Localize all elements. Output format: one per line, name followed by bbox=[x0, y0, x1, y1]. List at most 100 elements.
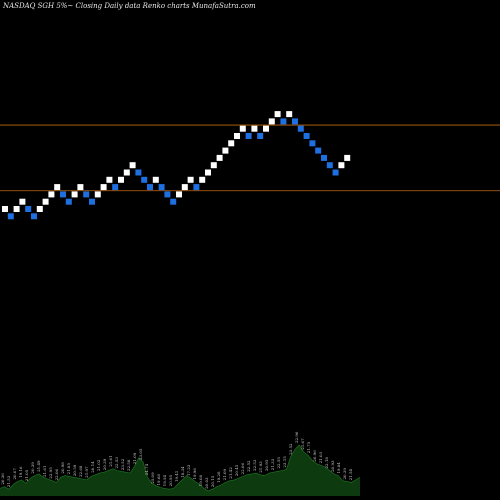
up-brick bbox=[48, 191, 55, 198]
volume-area bbox=[0, 445, 360, 496]
volume-label: 21.42 bbox=[228, 467, 233, 479]
volume-outline bbox=[0, 444, 361, 492]
down-brick bbox=[83, 191, 90, 198]
volume-label: 21.09 bbox=[222, 468, 227, 480]
up-brick bbox=[2, 206, 8, 212]
volume-label: 21.09 bbox=[132, 452, 137, 464]
down-brick bbox=[89, 198, 95, 205]
up-brick bbox=[100, 184, 107, 191]
down-brick bbox=[31, 213, 37, 220]
up-brick bbox=[286, 111, 293, 118]
down-brick bbox=[170, 198, 177, 205]
up-brick bbox=[216, 154, 223, 161]
volume-label: 21.54 bbox=[348, 468, 353, 480]
volume-panel bbox=[0, 444, 361, 496]
up-brick bbox=[205, 169, 211, 176]
up-brick bbox=[36, 206, 43, 212]
up-brick bbox=[234, 133, 240, 139]
price-levels bbox=[0, 124, 500, 192]
volume-label: 20.39 bbox=[30, 462, 35, 474]
volume-label: 19.08 bbox=[198, 474, 203, 486]
down-brick bbox=[135, 169, 142, 176]
down-brick bbox=[321, 154, 327, 161]
volume-label: 21.53 bbox=[6, 475, 11, 487]
up-brick bbox=[263, 125, 269, 132]
volume-label: 22.52 bbox=[246, 460, 251, 472]
volume-label: 22.68 bbox=[78, 465, 83, 477]
volume-label: 21.61 bbox=[42, 466, 47, 477]
volume-label: 20.39 bbox=[342, 468, 347, 480]
up-brick bbox=[268, 118, 275, 125]
up-brick bbox=[251, 125, 258, 132]
down-brick bbox=[332, 169, 339, 176]
volume-label: 20.39 bbox=[102, 458, 107, 470]
volume-label: 22.06 bbox=[240, 463, 245, 475]
up-brick bbox=[129, 162, 136, 169]
up-brick bbox=[19, 198, 26, 205]
volume-label: 25.09 bbox=[150, 472, 155, 484]
down-brick bbox=[193, 184, 200, 191]
down-brick bbox=[65, 198, 72, 205]
renko-bricks bbox=[2, 111, 351, 220]
volume-label: 22.06 bbox=[54, 468, 59, 480]
up-brick bbox=[123, 169, 130, 176]
volume-label: 19.84 bbox=[336, 462, 341, 474]
volume-label: 19.96 bbox=[192, 468, 197, 480]
volume-label: 21.33 bbox=[270, 458, 275, 470]
down-brick bbox=[297, 125, 304, 132]
volume-label: 21.75 bbox=[306, 441, 311, 453]
volume-label: 19.54 bbox=[162, 474, 167, 486]
up-brick bbox=[176, 191, 182, 198]
volume-label: 24.74 bbox=[144, 463, 149, 475]
volume-label: 20.95 bbox=[168, 474, 173, 486]
volume-label: 20.59 bbox=[72, 464, 77, 476]
volume-label: 20.07 bbox=[12, 468, 17, 480]
volume-label: 20.14 bbox=[90, 461, 95, 473]
volume-label: 22.18 bbox=[324, 457, 329, 469]
up-brick bbox=[94, 191, 101, 198]
down-brick bbox=[303, 133, 310, 139]
up-brick bbox=[118, 176, 124, 183]
volume-label: 21.02 bbox=[96, 459, 101, 471]
volume-label: 22.55 bbox=[276, 457, 281, 469]
volume-label: 21.49 bbox=[36, 460, 41, 472]
volume-label: 21.61 bbox=[108, 455, 113, 466]
volume-label: 20.93 bbox=[330, 460, 335, 472]
volume-label: 23.05 bbox=[138, 448, 143, 460]
volume-label: 21.03 bbox=[318, 451, 323, 463]
volume-label: 19.41 bbox=[174, 471, 179, 482]
up-brick bbox=[338, 162, 345, 169]
volume-label: 20.03 bbox=[204, 477, 209, 489]
up-brick bbox=[181, 184, 188, 191]
volume-label: 17.23 bbox=[186, 464, 191, 476]
volume-label: 21.05 bbox=[24, 469, 29, 481]
up-brick bbox=[344, 154, 351, 161]
down-brick bbox=[292, 118, 298, 125]
volume-label: 22.58 bbox=[126, 459, 131, 471]
down-brick bbox=[280, 118, 287, 125]
down-brick bbox=[7, 213, 14, 220]
down-brick bbox=[147, 184, 153, 191]
down-brick bbox=[326, 162, 333, 169]
up-brick bbox=[71, 191, 78, 198]
volume-label: 21.67 bbox=[300, 438, 305, 450]
volume-label: 22.95 bbox=[48, 467, 53, 479]
up-brick bbox=[13, 206, 20, 212]
volume-label: 19.68 bbox=[156, 474, 161, 486]
up-brick bbox=[239, 125, 246, 132]
down-brick bbox=[164, 191, 171, 198]
up-brick bbox=[187, 176, 194, 183]
up-brick bbox=[228, 140, 235, 147]
volume-label: 20.45 bbox=[234, 464, 239, 476]
volume-label: 23.15 bbox=[282, 456, 287, 468]
down-brick bbox=[158, 184, 165, 191]
up-brick bbox=[106, 176, 113, 183]
up-brick bbox=[199, 176, 206, 183]
volume-label: 22.96 bbox=[294, 431, 299, 443]
down-brick bbox=[25, 206, 32, 212]
chart-title: NASDAQ SGH 5%~ Closing Daily data Renko … bbox=[2, 2, 256, 10]
up-brick bbox=[54, 184, 61, 191]
volume-label: 18.34 bbox=[180, 466, 185, 478]
volume-label: 20.95 bbox=[264, 459, 269, 471]
